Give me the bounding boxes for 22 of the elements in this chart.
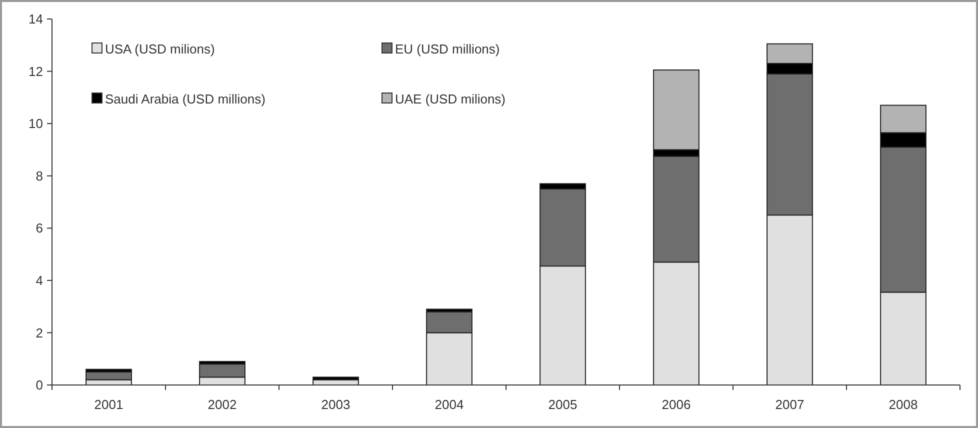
x-tick-label: 2003: [321, 397, 350, 412]
x-tick-label: 2005: [548, 397, 578, 412]
x-tick-label: 2004: [434, 397, 464, 412]
legend-label: USA (USD milions): [105, 42, 215, 57]
y-tick-label: 12: [28, 64, 43, 79]
y-tick-label: 10: [28, 116, 43, 132]
legend-label: UAE (USD milions): [395, 92, 506, 107]
x-tick-label: 2002: [208, 397, 237, 412]
x-tick-label: 2008: [888, 397, 918, 412]
y-tick-label: 4: [36, 272, 43, 288]
y-tick-label: 8: [36, 168, 43, 184]
x-tick-label: 2006: [662, 397, 691, 412]
x-tick-label: 2007: [775, 397, 804, 412]
y-tick-label: 14: [28, 12, 43, 27]
x-tick-label: 2001: [94, 397, 124, 412]
legend-label: Saudi Arabia (USD millions): [105, 92, 266, 107]
y-tick-label: 6: [36, 220, 43, 236]
y-tick-label: 2: [36, 325, 43, 340]
legend-label: EU (USD millions): [395, 42, 500, 57]
y-tick-label: 0: [36, 378, 43, 393]
bar: [86, 371, 132, 380]
bar: [312, 376, 359, 380]
